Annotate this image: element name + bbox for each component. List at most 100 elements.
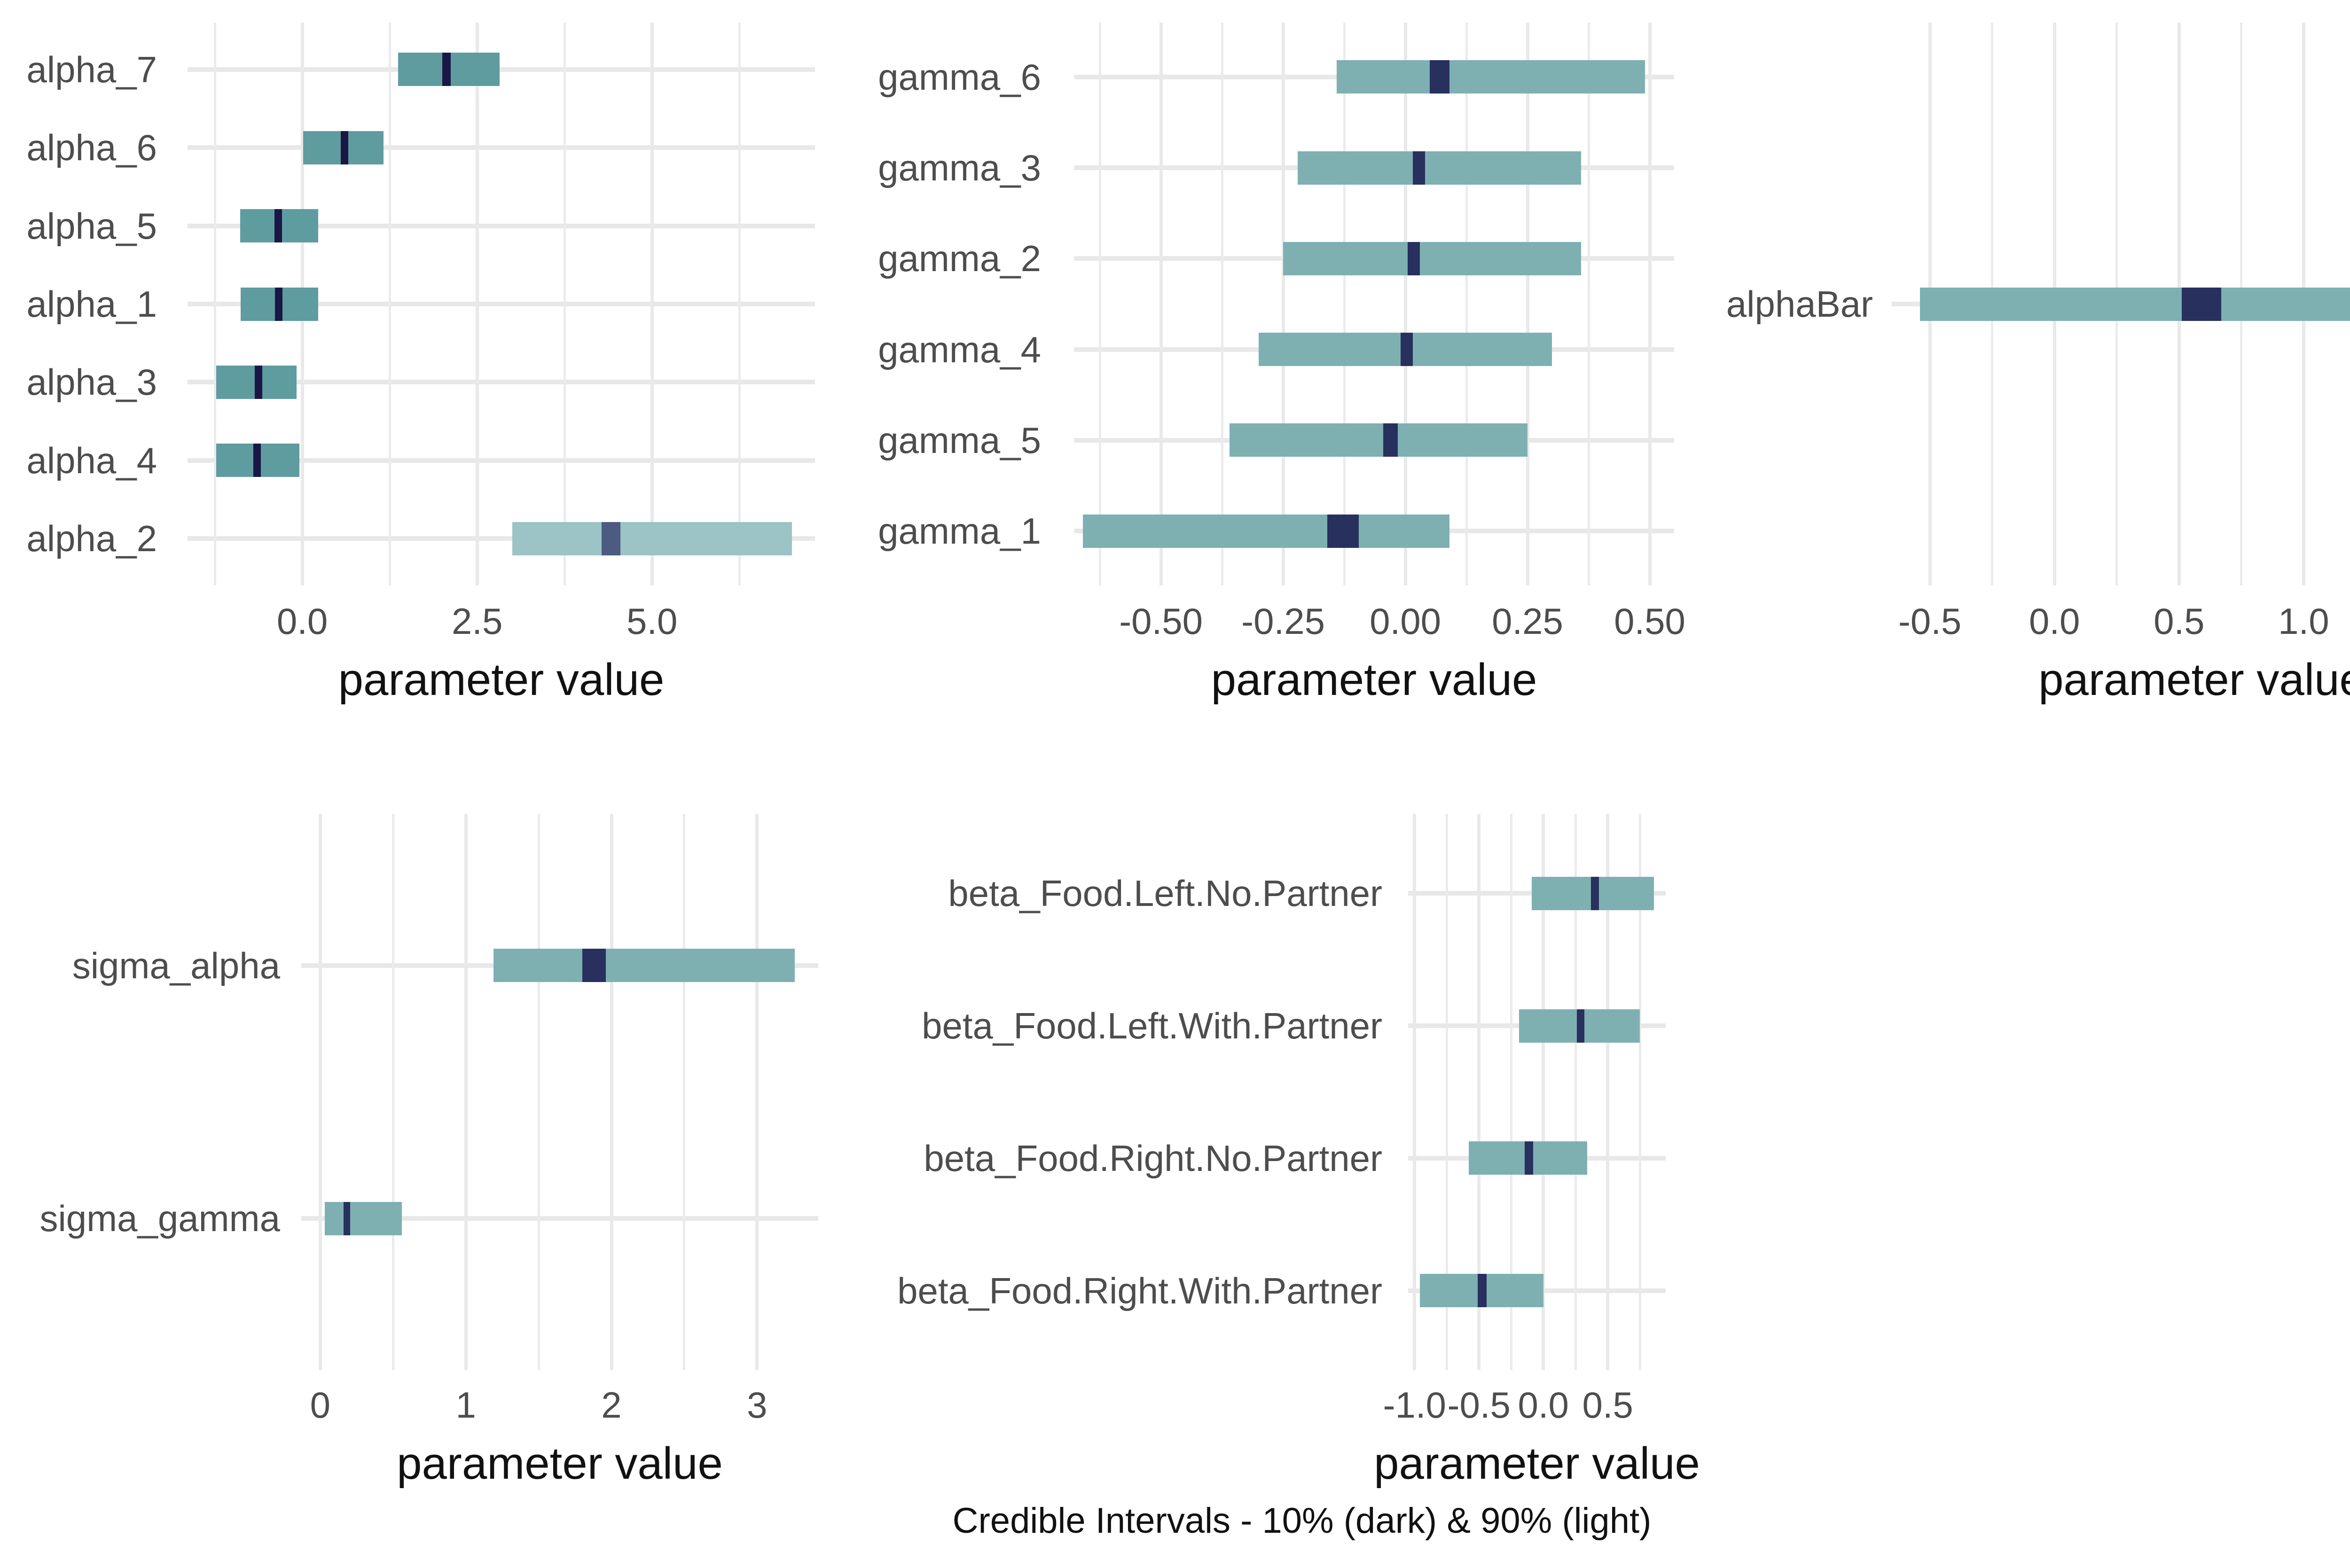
interval-10-beta_Food.Left.With.Partner <box>1576 1009 1585 1043</box>
interval-90-gamma_5 <box>1229 423 1528 457</box>
interval-90-sigma_gamma <box>324 1201 402 1235</box>
category-label-beta_Food.Right.No.Partner: beta_Food.Right.No.Partner <box>924 1137 1382 1179</box>
x-tick-label: 1.0 <box>2278 601 2329 642</box>
minor-gridline <box>1587 23 1590 585</box>
major-gridline <box>475 23 479 585</box>
x-tick-label: 0.50 <box>1614 601 1685 642</box>
row-gridline <box>1408 1288 1666 1293</box>
major-gridline <box>610 814 613 1370</box>
minor-gridline <box>738 23 741 585</box>
major-gridline <box>2302 23 2305 585</box>
major-gridline <box>1928 23 1932 585</box>
x-tick-label: 1 <box>455 1384 476 1426</box>
x-tick-label: -0.5 <box>1898 601 1962 642</box>
category-label-gamma_6: gamma_6 <box>878 56 1041 98</box>
major-gridline <box>1648 23 1652 585</box>
x-tick-label: -0.25 <box>1241 601 1325 642</box>
row-gridline <box>301 1216 818 1221</box>
interval-90-beta_Food.Left.With.Partner <box>1519 1009 1640 1043</box>
category-label-alpha_3: alpha_3 <box>26 361 157 403</box>
category-label-alpha_1: alpha_1 <box>26 283 157 325</box>
x-axis-title: parameter value <box>1374 1438 1700 1489</box>
interval-90-alphaBar <box>1919 287 2350 321</box>
x-tick-label: 0 <box>310 1384 330 1426</box>
category-label-alphaBar: alphaBar <box>1726 283 1873 325</box>
row-gridline <box>1408 891 1666 896</box>
category-label-beta_Food.Left.With.Partner: beta_Food.Left.With.Partner <box>922 1005 1382 1047</box>
category-label-gamma_3: gamma_3 <box>878 147 1041 189</box>
x-tick-label: 0.00 <box>1370 601 1441 642</box>
interval-90-beta_Food.Right.No.Partner <box>1468 1141 1587 1175</box>
major-gridline <box>464 814 468 1370</box>
minor-gridline <box>213 23 216 585</box>
minor-gridline <box>1445 814 1448 1370</box>
major-gridline <box>1477 814 1481 1370</box>
major-gridline <box>755 814 759 1370</box>
x-axis-title: parameter value <box>2038 655 2350 705</box>
row-gridline <box>188 536 815 541</box>
interval-10-alpha_2 <box>602 522 621 555</box>
major-gridline <box>1606 814 1610 1370</box>
interval-90-gamma_6 <box>1337 60 1645 94</box>
row-gridline <box>301 963 818 968</box>
category-label-beta_Food.Right.With.Partner: beta_Food.Right.With.Partner <box>897 1270 1382 1311</box>
interval-10-gamma_5 <box>1383 423 1398 457</box>
interval-90-alpha_5 <box>240 209 319 243</box>
interval-90-alpha_2 <box>512 522 792 555</box>
category-label-alpha_7: alpha_7 <box>26 48 157 90</box>
row-gridline <box>1074 256 1674 261</box>
category-label-alpha_2: alpha_2 <box>26 518 157 560</box>
category-label-alpha_5: alpha_5 <box>26 205 157 247</box>
major-gridline <box>1526 23 1529 585</box>
x-tick-label: -0.5 <box>1447 1384 1511 1426</box>
minor-gridline <box>2115 23 2118 585</box>
x-tick-label: 2 <box>601 1384 622 1426</box>
row-gridline <box>188 67 815 72</box>
minor-gridline <box>1098 23 1101 585</box>
interval-10-beta_Food.Right.No.Partner <box>1524 1141 1533 1175</box>
minor-gridline <box>1991 23 1994 585</box>
figure-caption: Credible Intervals - 10% (dark) & 90% (l… <box>952 1501 1652 1541</box>
category-label-sigma_gamma: sigma_gamma <box>39 1198 280 1240</box>
interval-10-alpha_1 <box>275 287 283 321</box>
major-gridline <box>1403 23 1407 585</box>
interval-90-alpha_6 <box>303 131 384 164</box>
row-gridline <box>188 223 815 228</box>
minor-gridline <box>2240 23 2243 585</box>
interval-90-beta_Food.Right.With.Partner <box>1419 1274 1543 1308</box>
category-label-gamma_4: gamma_4 <box>878 328 1041 370</box>
interval-10-sigma_alpha <box>582 949 606 983</box>
minor-gridline <box>683 814 686 1370</box>
x-tick-label: 3 <box>747 1384 768 1426</box>
interval-90-alpha_7 <box>398 53 500 86</box>
major-gridline <box>2177 23 2181 585</box>
x-tick-label: -1.0 <box>1383 1384 1446 1426</box>
x-axis-title: parameter value <box>397 1438 723 1489</box>
category-label-beta_Food.Left.No.Partner: beta_Food.Left.No.Partner <box>948 873 1382 914</box>
row-gridline <box>1892 302 2350 306</box>
category-label-gamma_1: gamma_1 <box>878 510 1041 552</box>
minor-gridline <box>1638 814 1641 1370</box>
major-gridline <box>1281 23 1285 585</box>
interval-10-gamma_3 <box>1412 151 1425 185</box>
x-tick-label: 5.0 <box>627 601 678 642</box>
interval-10-alphaBar <box>2181 287 2222 321</box>
row-gridline <box>188 458 815 463</box>
interval-90-gamma_4 <box>1259 333 1552 367</box>
x-tick-label: -0.50 <box>1119 601 1203 642</box>
interval-90-gamma_1 <box>1082 514 1449 548</box>
interval-10-gamma_2 <box>1408 242 1420 275</box>
x-tick-label: 0.0 <box>1518 1384 1569 1426</box>
major-gridline <box>1542 814 1545 1370</box>
category-label-sigma_alpha: sigma_alpha <box>72 944 280 986</box>
category-label-alpha_4: alpha_4 <box>26 439 157 481</box>
x-tick-label: 0.25 <box>1492 601 1563 642</box>
row-gridline <box>1074 165 1674 171</box>
minor-gridline <box>1574 814 1577 1370</box>
minor-gridline <box>1465 23 1468 585</box>
minor-gridline <box>1221 23 1223 585</box>
